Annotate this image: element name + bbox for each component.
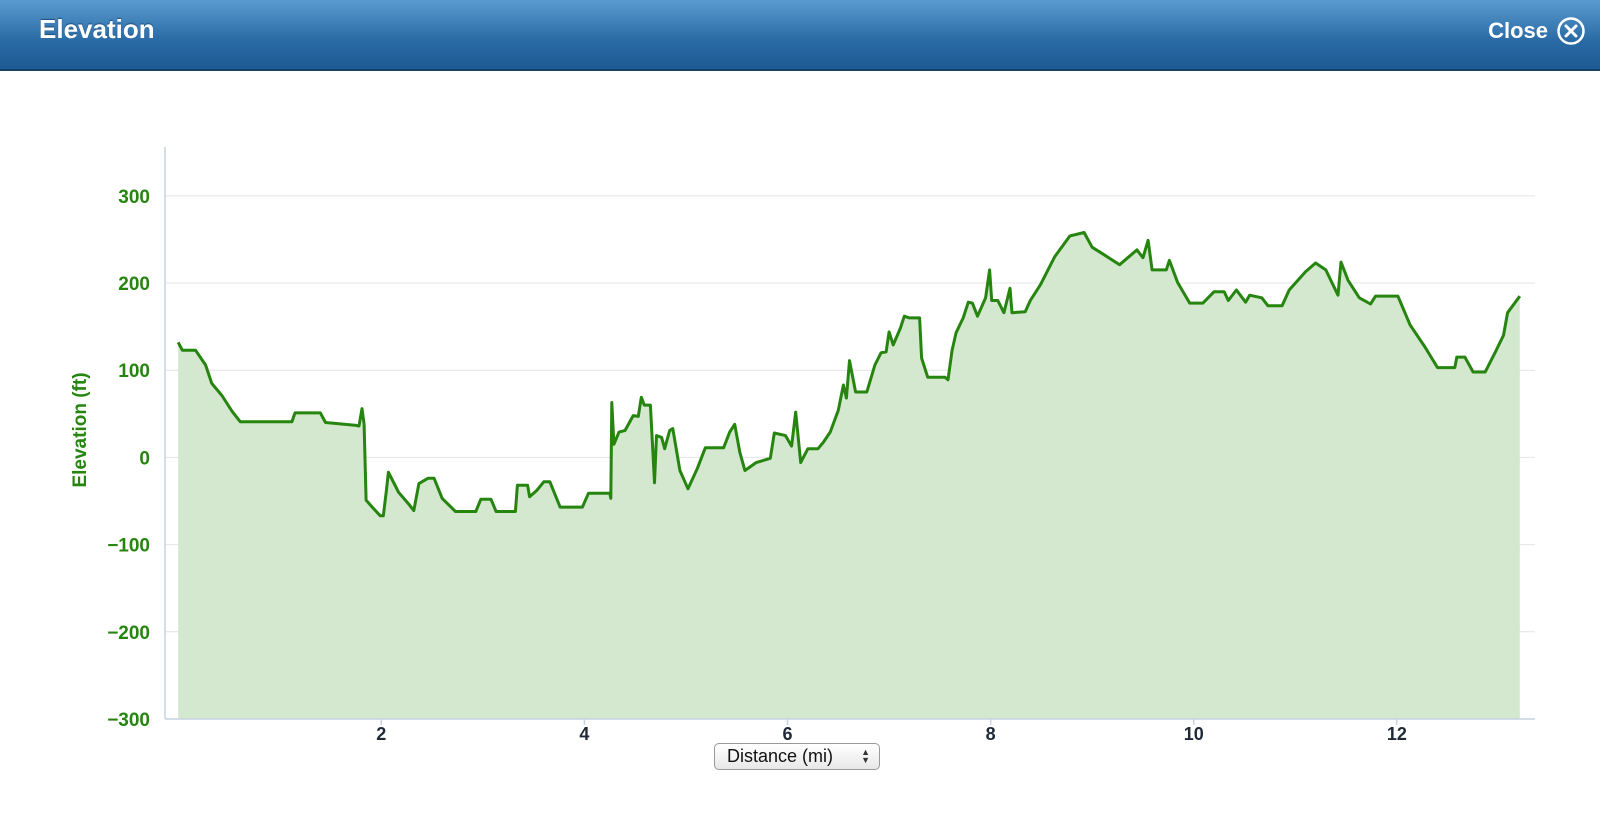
x-tick-label: 6 bbox=[783, 724, 793, 744]
y-tick-label: −100 bbox=[107, 536, 150, 557]
y-tick-label: 200 bbox=[118, 274, 150, 295]
dialog-title: Elevation bbox=[39, 14, 155, 44]
y-tick-label: −300 bbox=[107, 710, 150, 731]
close-icon[interactable] bbox=[1556, 16, 1586, 46]
y-tick-label: 0 bbox=[139, 448, 150, 469]
elevation-line bbox=[176, 231, 1522, 518]
x-tick-label: 12 bbox=[1387, 724, 1407, 744]
y-tick-label: 300 bbox=[118, 187, 150, 208]
x-tick-label: 2 bbox=[376, 724, 386, 744]
y-tick-label: −200 bbox=[107, 623, 150, 644]
x-tick-label: 4 bbox=[579, 724, 589, 744]
x-tick-label: 10 bbox=[1184, 724, 1204, 744]
close-label[interactable]: Close bbox=[1488, 18, 1548, 43]
select-arrows: ▲ ▼ bbox=[861, 747, 870, 765]
x-axis-label[interactable]: Distance (mi) bbox=[727, 746, 834, 766]
x-tick-label: 8 bbox=[986, 724, 996, 744]
close-button[interactable]: Close bbox=[1488, 15, 1586, 47]
x-axis-select[interactable]: Distance (mi) ▲ ▼ bbox=[714, 743, 880, 770]
y-axis-label: Elevation (ft) bbox=[70, 372, 91, 487]
area-fill bbox=[178, 232, 1520, 719]
header: Elevation Close bbox=[0, 0, 1600, 71]
y-tick-label: 100 bbox=[118, 361, 150, 382]
